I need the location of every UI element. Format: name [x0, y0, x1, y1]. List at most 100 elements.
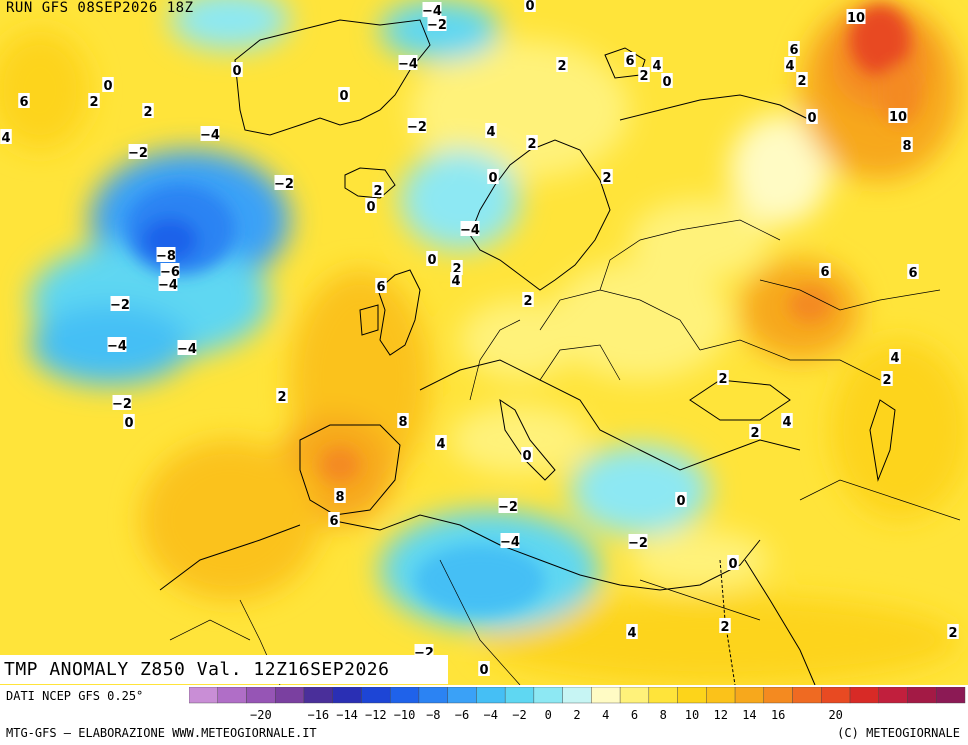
coastlines: [159, 19, 896, 685]
contour-label-text: 4: [1, 131, 10, 146]
colorbar-swatch: [734, 687, 765, 704]
contour-label: 4: [450, 272, 462, 289]
contour-label: 10: [888, 108, 908, 125]
colorbar-tick-label: 2: [573, 708, 580, 722]
colorbar-swatch: [476, 687, 506, 704]
contour-label-text: −4: [398, 57, 418, 72]
colorbar-tick-label: −6: [455, 708, 469, 722]
contour-label-text: 0: [728, 557, 737, 572]
contour-label-text: 2: [452, 262, 461, 277]
colorbar-tick-label: −14: [336, 708, 358, 722]
contour-label: 0: [521, 447, 533, 464]
contour-label-text: 4: [782, 415, 791, 430]
contour-label-text: 4: [451, 274, 460, 289]
contour-label-text: −2: [274, 177, 294, 192]
colorbar-tick-label: 20: [828, 708, 842, 722]
contour-label-text: −2: [112, 397, 132, 412]
contour-label: 6: [907, 264, 919, 281]
contour-label: 4: [0, 129, 12, 146]
contour-label: 2: [88, 93, 100, 110]
contour-label: 4: [784, 57, 796, 74]
contour-label-text: 8: [902, 139, 911, 154]
contour-label: 6: [18, 93, 30, 110]
colorbar-swatch: [763, 687, 793, 704]
contour-label: 0: [806, 109, 818, 126]
colorbar-swatch: [562, 687, 592, 704]
contour-label: 0: [123, 414, 135, 431]
contour-label-text: 6: [376, 280, 385, 295]
contour-label: 2: [601, 169, 613, 186]
colorbar-swatch: [217, 687, 247, 704]
contour-label-text: 0: [525, 0, 534, 14]
contour-label: 2: [522, 292, 534, 309]
contour-label-text: 0: [479, 663, 488, 678]
contour-label: −2: [112, 395, 132, 412]
colorbar-swatch: [936, 687, 966, 704]
contour-label: 4: [651, 57, 663, 74]
contour-label-text: 2: [89, 95, 98, 110]
map-title: TMP ANOMALY Z850 Val. 12Z16SEP2026: [0, 655, 448, 684]
colorbar-swatch: [821, 687, 851, 704]
contour-label-text: 0: [807, 111, 816, 126]
contour-label: 0: [102, 77, 114, 94]
colorbar-swatch: [189, 687, 218, 704]
contour-label: 10: [846, 9, 866, 26]
contour-label: −4: [107, 337, 127, 354]
colorbar-tick-label: 12: [713, 708, 727, 722]
contour-label: −4: [422, 2, 442, 19]
contour-label: 4: [781, 413, 793, 430]
contour-label-text: 4: [436, 437, 445, 452]
colorbar-tick-label: 8: [660, 708, 667, 722]
contour-label-text: 6: [625, 54, 634, 69]
contour-label-text: 0: [662, 75, 671, 90]
colorbar-swatch: [533, 687, 563, 704]
colorbar-swatch: [447, 687, 477, 704]
contour-label: 0: [426, 251, 438, 268]
contour-label: 2: [717, 370, 729, 387]
contour-label: 0: [487, 169, 499, 186]
colorbar-swatch: [275, 687, 305, 704]
political-borders: [169, 219, 961, 685]
contour-label-text: 2: [557, 59, 566, 74]
data-source-label: DATI NCEP GFS 0.25°: [6, 689, 144, 703]
contour-label-text: 10: [847, 11, 865, 26]
contour-label-text: 2: [639, 69, 648, 84]
contour-label-text: 2: [527, 137, 536, 152]
contour-label: 4: [626, 624, 638, 641]
contour-label: 0: [675, 492, 687, 509]
colorbar-tick-label: 14: [742, 708, 756, 722]
contour-label: 2: [372, 182, 384, 199]
colorbar-swatch: [303, 687, 333, 704]
colorbar-swatch: [907, 687, 937, 704]
contour-label: 4: [889, 349, 901, 366]
colorbar-legend: −20 −16 −14 −12 −10 −8 −6 −4 −2 0 2 4 6 8 10 12 14 16 20: [189, 687, 966, 722]
colorbar-swatch: [792, 687, 822, 704]
contour-label-text: 10: [889, 110, 907, 125]
contour-label: 4: [485, 123, 497, 140]
contour-label: 8: [334, 488, 346, 505]
contour-label: 2: [556, 57, 568, 74]
contour-label-text: 2: [797, 74, 806, 89]
contour-label: 2: [142, 103, 154, 120]
contour-label-text: 6: [820, 265, 829, 280]
colorbar-swatch: [332, 687, 362, 704]
colorbar-swatch: [246, 687, 276, 704]
contour-label-text: 2: [948, 626, 957, 641]
colorbar-swatch: [418, 687, 448, 704]
colorbar-tick-label: 10: [685, 708, 699, 722]
anomaly-field-cores: [125, 5, 920, 615]
contour-label-text: 2: [373, 184, 382, 199]
colorbar-swatch: [361, 687, 391, 704]
contour-label-text: −2: [407, 120, 427, 135]
contour-label: 0: [524, 0, 536, 14]
colorbar-swatch: [706, 687, 736, 704]
contour-label-text: 2: [720, 620, 729, 635]
credit-left: MTG-GFS — ELABORAZIONE WWW.METEOGIORNALE…: [6, 726, 317, 740]
contour-label: −4: [500, 533, 520, 550]
contour-label: 2: [947, 624, 959, 641]
contour-label-text: −4: [200, 128, 220, 143]
contour-label: 6: [328, 512, 340, 529]
contour-label: −8: [156, 247, 176, 264]
